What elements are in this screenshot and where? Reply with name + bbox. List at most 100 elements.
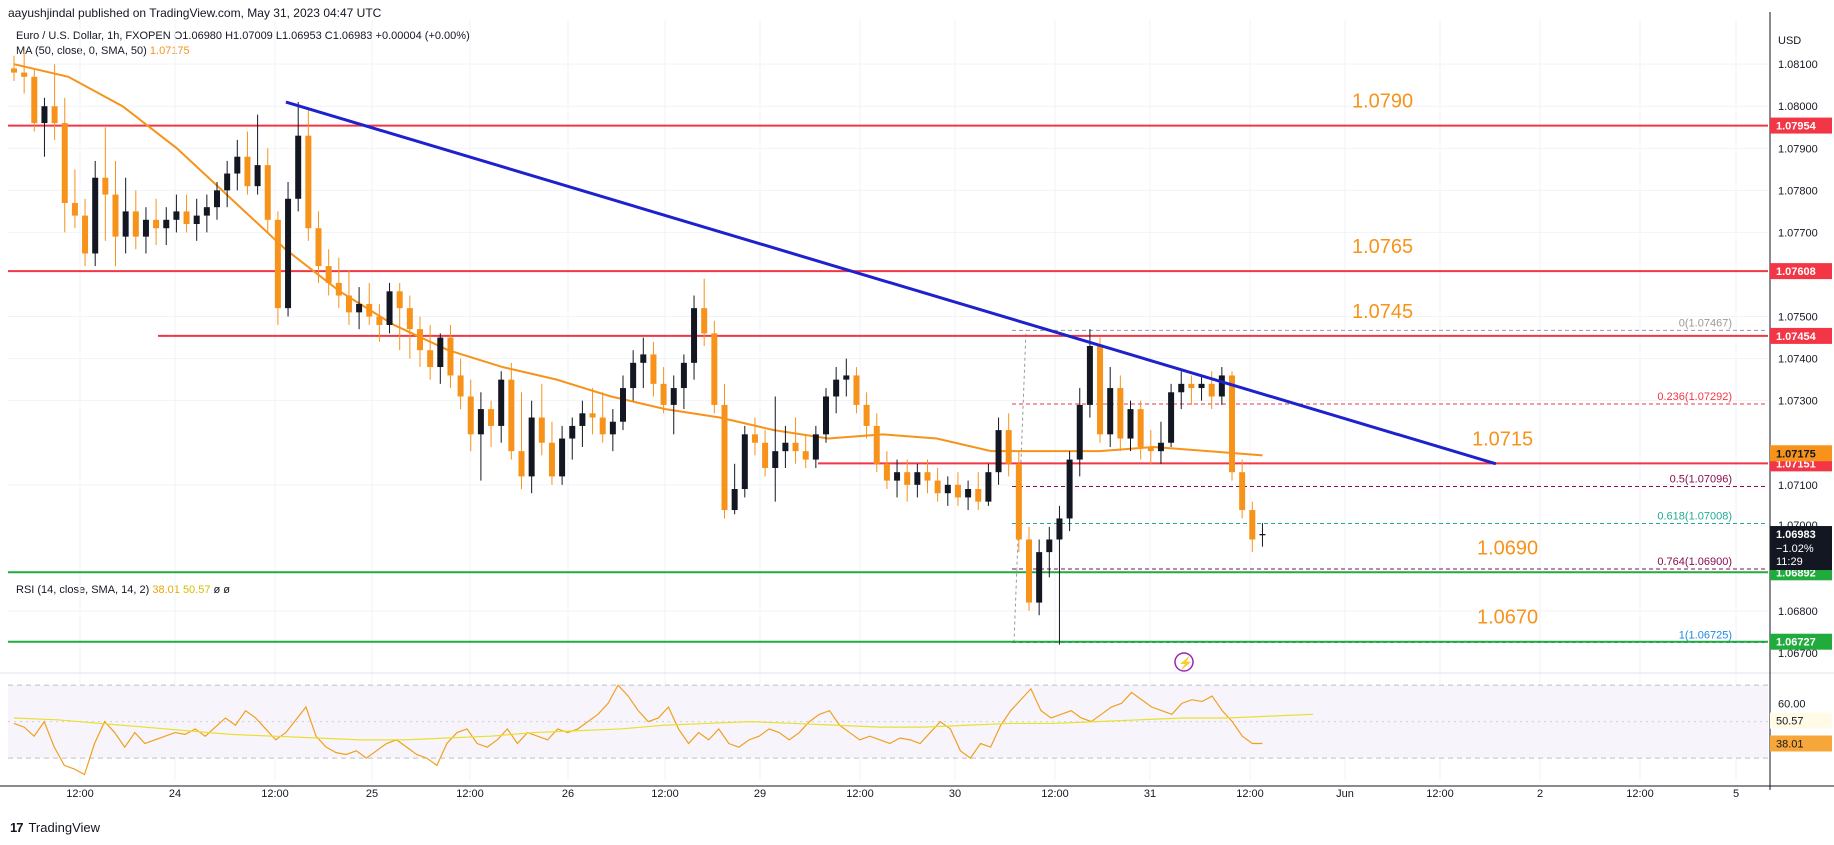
level-axis-tag [1770, 633, 1832, 650]
candle-body [102, 177, 109, 195]
candle-body [569, 425, 576, 439]
level-axis-tag-text: 1.07608 [1776, 266, 1816, 278]
candle-body [721, 404, 728, 511]
candle-body [406, 308, 413, 330]
fib-level-label: 0.764(1.06900) [1657, 556, 1732, 568]
y-tick-label: 1.06700 [1778, 648, 1818, 660]
y-tick-label: 1.07100 [1778, 480, 1818, 492]
x-tick-label: 12:00 [66, 788, 94, 800]
candle-body [772, 451, 779, 468]
x-tick-label: 26 [562, 788, 574, 800]
candle-body [1178, 383, 1185, 393]
candle-body [31, 76, 38, 124]
candle-body [1026, 539, 1032, 603]
candle-body [61, 123, 68, 203]
symbol-legend[interactable]: Euro / U.S. Dollar, 1h, FXOPEN O1.06980 … [16, 30, 470, 42]
x-tick-label: 12:00 [846, 788, 874, 800]
ma-legend-value: 1.07175 [149, 45, 190, 57]
candle-body [670, 388, 677, 405]
y-tick-label: 1.06800 [1778, 606, 1818, 618]
candle-body [843, 375, 850, 380]
candle-body [559, 438, 566, 477]
candle-body [1086, 346, 1093, 405]
candle-body [792, 442, 799, 452]
candle-body [112, 194, 119, 237]
candle-body [711, 333, 718, 405]
candle-body [1157, 442, 1164, 452]
candle-body [356, 303, 363, 313]
candle-body [224, 173, 231, 191]
candle-body [954, 484, 961, 498]
candle-body [762, 442, 769, 468]
candle-body [1036, 552, 1043, 603]
candle-body [214, 190, 220, 208]
fib-level-label: 1(1.06725) [1679, 630, 1732, 642]
rsi-legend[interactable]: RSI (14, close, SMA, 14, 2) 38.01 50.57 … [16, 584, 230, 596]
x-tick-label: 24 [169, 788, 181, 800]
candle-body [528, 417, 535, 477]
price-tag-text: 1.06983 [1776, 529, 1816, 541]
candle-body [366, 303, 373, 317]
lightning-badge [1174, 652, 1194, 672]
candle-body [833, 379, 840, 397]
price-tag-extra: −1.02% [1776, 543, 1814, 555]
candle-body [782, 442, 789, 452]
candle-body [518, 451, 525, 477]
rsi-legend-label: RSI (14, close, SMA, 14, 2) [16, 584, 150, 596]
price-tag-extra: 11:29 [1776, 556, 1803, 568]
ma-line [13, 63, 1263, 457]
level-label-1.0790: 1.0790 [1352, 91, 1413, 113]
candle-body [751, 434, 758, 443]
candle-body [924, 472, 931, 481]
candle-body [498, 379, 505, 426]
candle-body [183, 211, 190, 225]
candle-body [680, 362, 687, 389]
tradingview-footer[interactable]: 17 TradingView [10, 820, 100, 835]
candle-body [995, 430, 1002, 473]
x-tick-label: 29 [754, 788, 766, 800]
axis-currency-label: USD [1778, 35, 1801, 47]
level-label-1.0690: 1.0690 [1477, 537, 1538, 559]
candle-body [173, 211, 180, 220]
candle-body [1147, 446, 1154, 452]
level-axis-tag-text: 1.07151 [1776, 458, 1816, 470]
candle-body [620, 388, 626, 422]
lightning-icon: ⚡ [1178, 656, 1193, 670]
candle-body [1056, 518, 1063, 540]
candle-body [376, 316, 383, 325]
candle-body [11, 68, 17, 73]
candle-body [883, 463, 890, 481]
candle-body [894, 472, 901, 481]
candle-body [823, 396, 829, 435]
candle-body [508, 379, 515, 452]
ma-legend[interactable]: MA (50, close, 0, SMA, 50) 1.07175 [16, 45, 190, 57]
level-axis-tag-text: 1.07954 [1776, 121, 1817, 133]
y-tick-label: 1.07700 [1778, 227, 1818, 239]
candle-body [599, 417, 606, 435]
trend-line [285, 100, 1497, 466]
y-tick-label: 1.07300 [1778, 396, 1818, 408]
candle-body [914, 472, 921, 485]
rsi-tag [1770, 735, 1832, 752]
candle-body [153, 219, 160, 229]
rsi-legend-value: 38.01 [152, 584, 180, 596]
x-tick-label: 12:00 [1236, 788, 1264, 800]
level-axis-tag [1770, 263, 1832, 280]
y-tick-label: 1.07500 [1778, 312, 1818, 324]
x-tick-label: Jun [1336, 788, 1354, 800]
price-tag [1770, 445, 1832, 462]
candle-body [812, 434, 819, 460]
candle-body [244, 156, 251, 187]
candle-body [691, 308, 698, 363]
y-tick-label: 1.08100 [1778, 59, 1818, 71]
candle-body [264, 165, 271, 220]
rsi-ma-line [13, 713, 1314, 741]
candle-body [417, 329, 423, 351]
candle-body [1076, 404, 1083, 460]
x-tick-label: 12:00 [261, 788, 289, 800]
rsi-tick-label: 60.00 [1778, 698, 1806, 710]
candle-body [650, 354, 657, 384]
tradingview-logo-icon: 17 [10, 820, 24, 835]
level-axis-tag-text: 1.06727 [1776, 637, 1816, 649]
